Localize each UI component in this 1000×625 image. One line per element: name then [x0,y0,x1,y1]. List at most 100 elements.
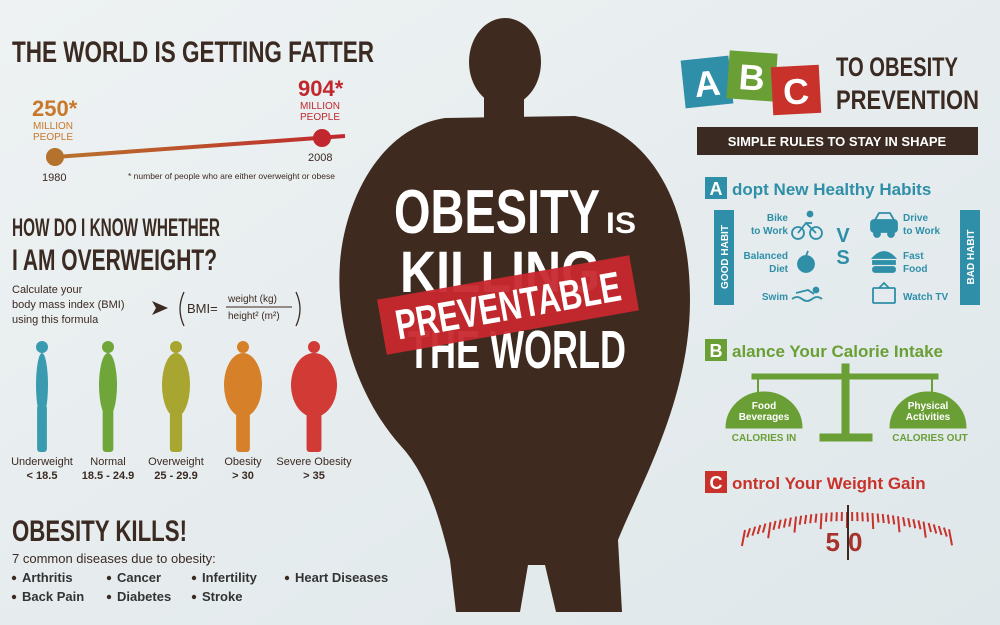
disease-list: Arthritis Cancer Infertility Heart Diseases… [11,570,388,604]
dial-tick [803,514,808,525]
dial-tick [824,512,828,522]
dial-tick [942,527,948,537]
letter: B [710,341,723,361]
habit-icons-part [872,266,896,273]
figure-body [99,353,117,417]
habit-icons-part [806,210,814,218]
silhouette [339,18,690,612]
dial-tick [767,522,772,539]
section-title: THE WORLD IS GETTING FATTER [12,36,374,69]
formula-numerator: weight (kg) [227,294,277,305]
dial-tick [917,520,922,530]
bmi-label: Obesity [224,456,262,468]
figure-legs [102,405,114,452]
block-letter: C [782,70,810,112]
bad-habit: Food [903,264,927,275]
habit-icons-part [887,230,895,238]
stat-unit: PEOPLE [33,132,73,143]
headline-word: IS [606,207,636,240]
figure-head [237,341,249,353]
section-title: alance Your Calorie Intake [732,342,943,361]
vs: VS [832,225,854,269]
stat-value: 250* [32,96,78,121]
bad-habit: Drive [903,213,928,224]
formula-lhs: BMI= [187,301,218,316]
dial-tick [788,517,792,527]
timeline-dot [313,129,331,147]
dial-tick [746,527,752,538]
dial-tick [866,512,869,522]
bullet [191,594,197,600]
habit-icons-part [878,281,890,289]
habit-icons-part [805,250,809,257]
abc-header-part: C [770,64,822,116]
bmi-section: HOW DO I KNOW WHETHER I AM OVERWEIGHT? C… [11,214,352,482]
footnote: * number of people who are either overwe… [128,171,335,181]
dial-tick [777,519,782,529]
habit-icons-part [812,286,820,294]
section-a: A dopt New Healthy Habits GOOD HABIT BAD… [705,177,980,305]
abc-header-part: A [680,55,734,109]
habit-icons-part [872,287,896,304]
arrow [152,301,168,315]
dial-tick [740,529,746,547]
bmi-range: < 18.5 [27,470,58,482]
bad-habit: Fast [903,251,924,262]
dial-ticks [740,511,954,547]
pan-text: Activities [906,412,951,423]
kills-section: OBESITY KILLS! 7 common diseases due to … [11,515,388,604]
habit-icons-part [797,221,817,234]
bullet [11,575,17,581]
bmi-range: > 30 [232,470,254,482]
banner [697,127,978,155]
figure-legs [37,405,47,452]
banner-text: SIMPLE RULES TO STAY IN SHAPE [728,134,947,149]
figure-head [308,341,320,353]
stat-unit: MILLION [300,101,340,112]
formula-denominator: height² (m²) [228,311,280,322]
header-title: PREVENTION [836,85,979,115]
dial-tick [798,515,803,525]
good-habit: to Work [751,226,788,237]
bullet [106,575,112,581]
stamp-box [377,255,639,355]
section-title: dopt New Healthy Habits [732,180,931,199]
disease: Back Pain [22,589,84,604]
fatter-section: THE WORLD IS GETTING FATTER 250* MILLION… [12,36,374,184]
pan-text: Physical [908,401,949,412]
block-letter: B [737,56,766,99]
bmi-label: Overweight [148,456,204,468]
habit-icons-part [809,226,823,240]
habit-icons-part [791,226,805,240]
good-habit: Swim [762,292,788,303]
bullet [284,575,290,581]
good-habit: Bike [767,213,789,224]
abc-header-part: B [726,50,778,102]
figure-body [162,353,190,417]
habit-bar [960,210,980,305]
figure-head [170,341,182,353]
section-title: HOW DO I KNOW WHETHER [12,214,220,242]
pan-text: Food [752,401,776,412]
bmi-label: Normal [90,456,125,468]
dial-tick [871,512,875,530]
disease: Diabetes [117,589,171,604]
block-letter: A [692,62,722,105]
habit-icons-part [874,212,895,221]
dial-tick [948,529,954,546]
section-b: B alance Your Calorie Intake Food Bevera… [705,339,968,444]
disease: Stroke [202,589,242,604]
paren [295,291,301,327]
paren [179,291,185,327]
dial-tick [897,516,901,533]
instruction: Calculate your [12,284,83,296]
habit-icons-part [795,289,815,295]
caption: CALORIES IN [732,433,796,444]
habit-icons-part [870,219,898,233]
section-c: C ontrol Your Weight Gain 50 [705,471,954,560]
letter: A [710,179,723,199]
scale-part [889,391,967,429]
disease: Cancer [117,570,161,585]
subtitle: 7 common diseases due to obesity: [12,551,216,566]
section-title: ontrol Your Weight Gain [732,474,926,493]
